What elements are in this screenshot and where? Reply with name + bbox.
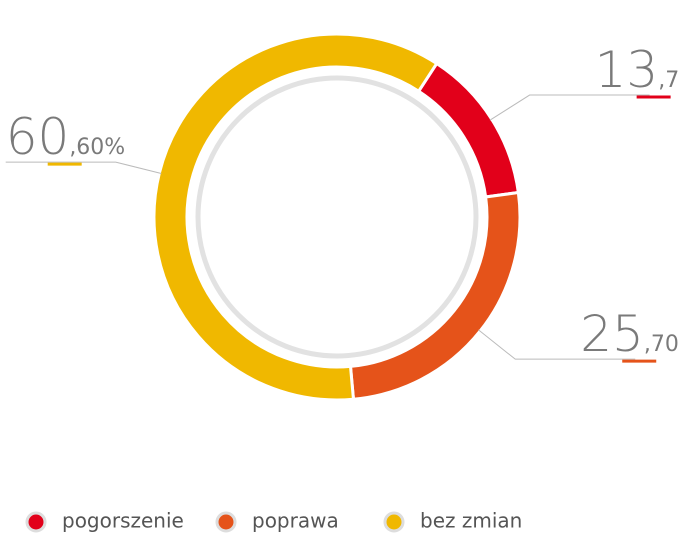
leader-line — [478, 329, 636, 360]
legend-marker — [25, 511, 47, 533]
value-label: 60,60% — [6, 108, 126, 166]
legend-label: poprawa — [252, 509, 339, 533]
legend-label: pogorszenie — [62, 509, 184, 533]
inner-ring — [195, 75, 479, 359]
value-label: 13,70% — [595, 41, 680, 99]
donut-segment — [348, 190, 522, 401]
leader-line — [5, 161, 162, 174]
legend-marker — [383, 511, 405, 533]
leader-line — [489, 94, 650, 121]
legend-label: bez zmian — [420, 509, 522, 533]
value-label: 25,70% — [580, 305, 680, 363]
legend-marker — [215, 511, 237, 533]
donut-segment — [152, 32, 439, 402]
